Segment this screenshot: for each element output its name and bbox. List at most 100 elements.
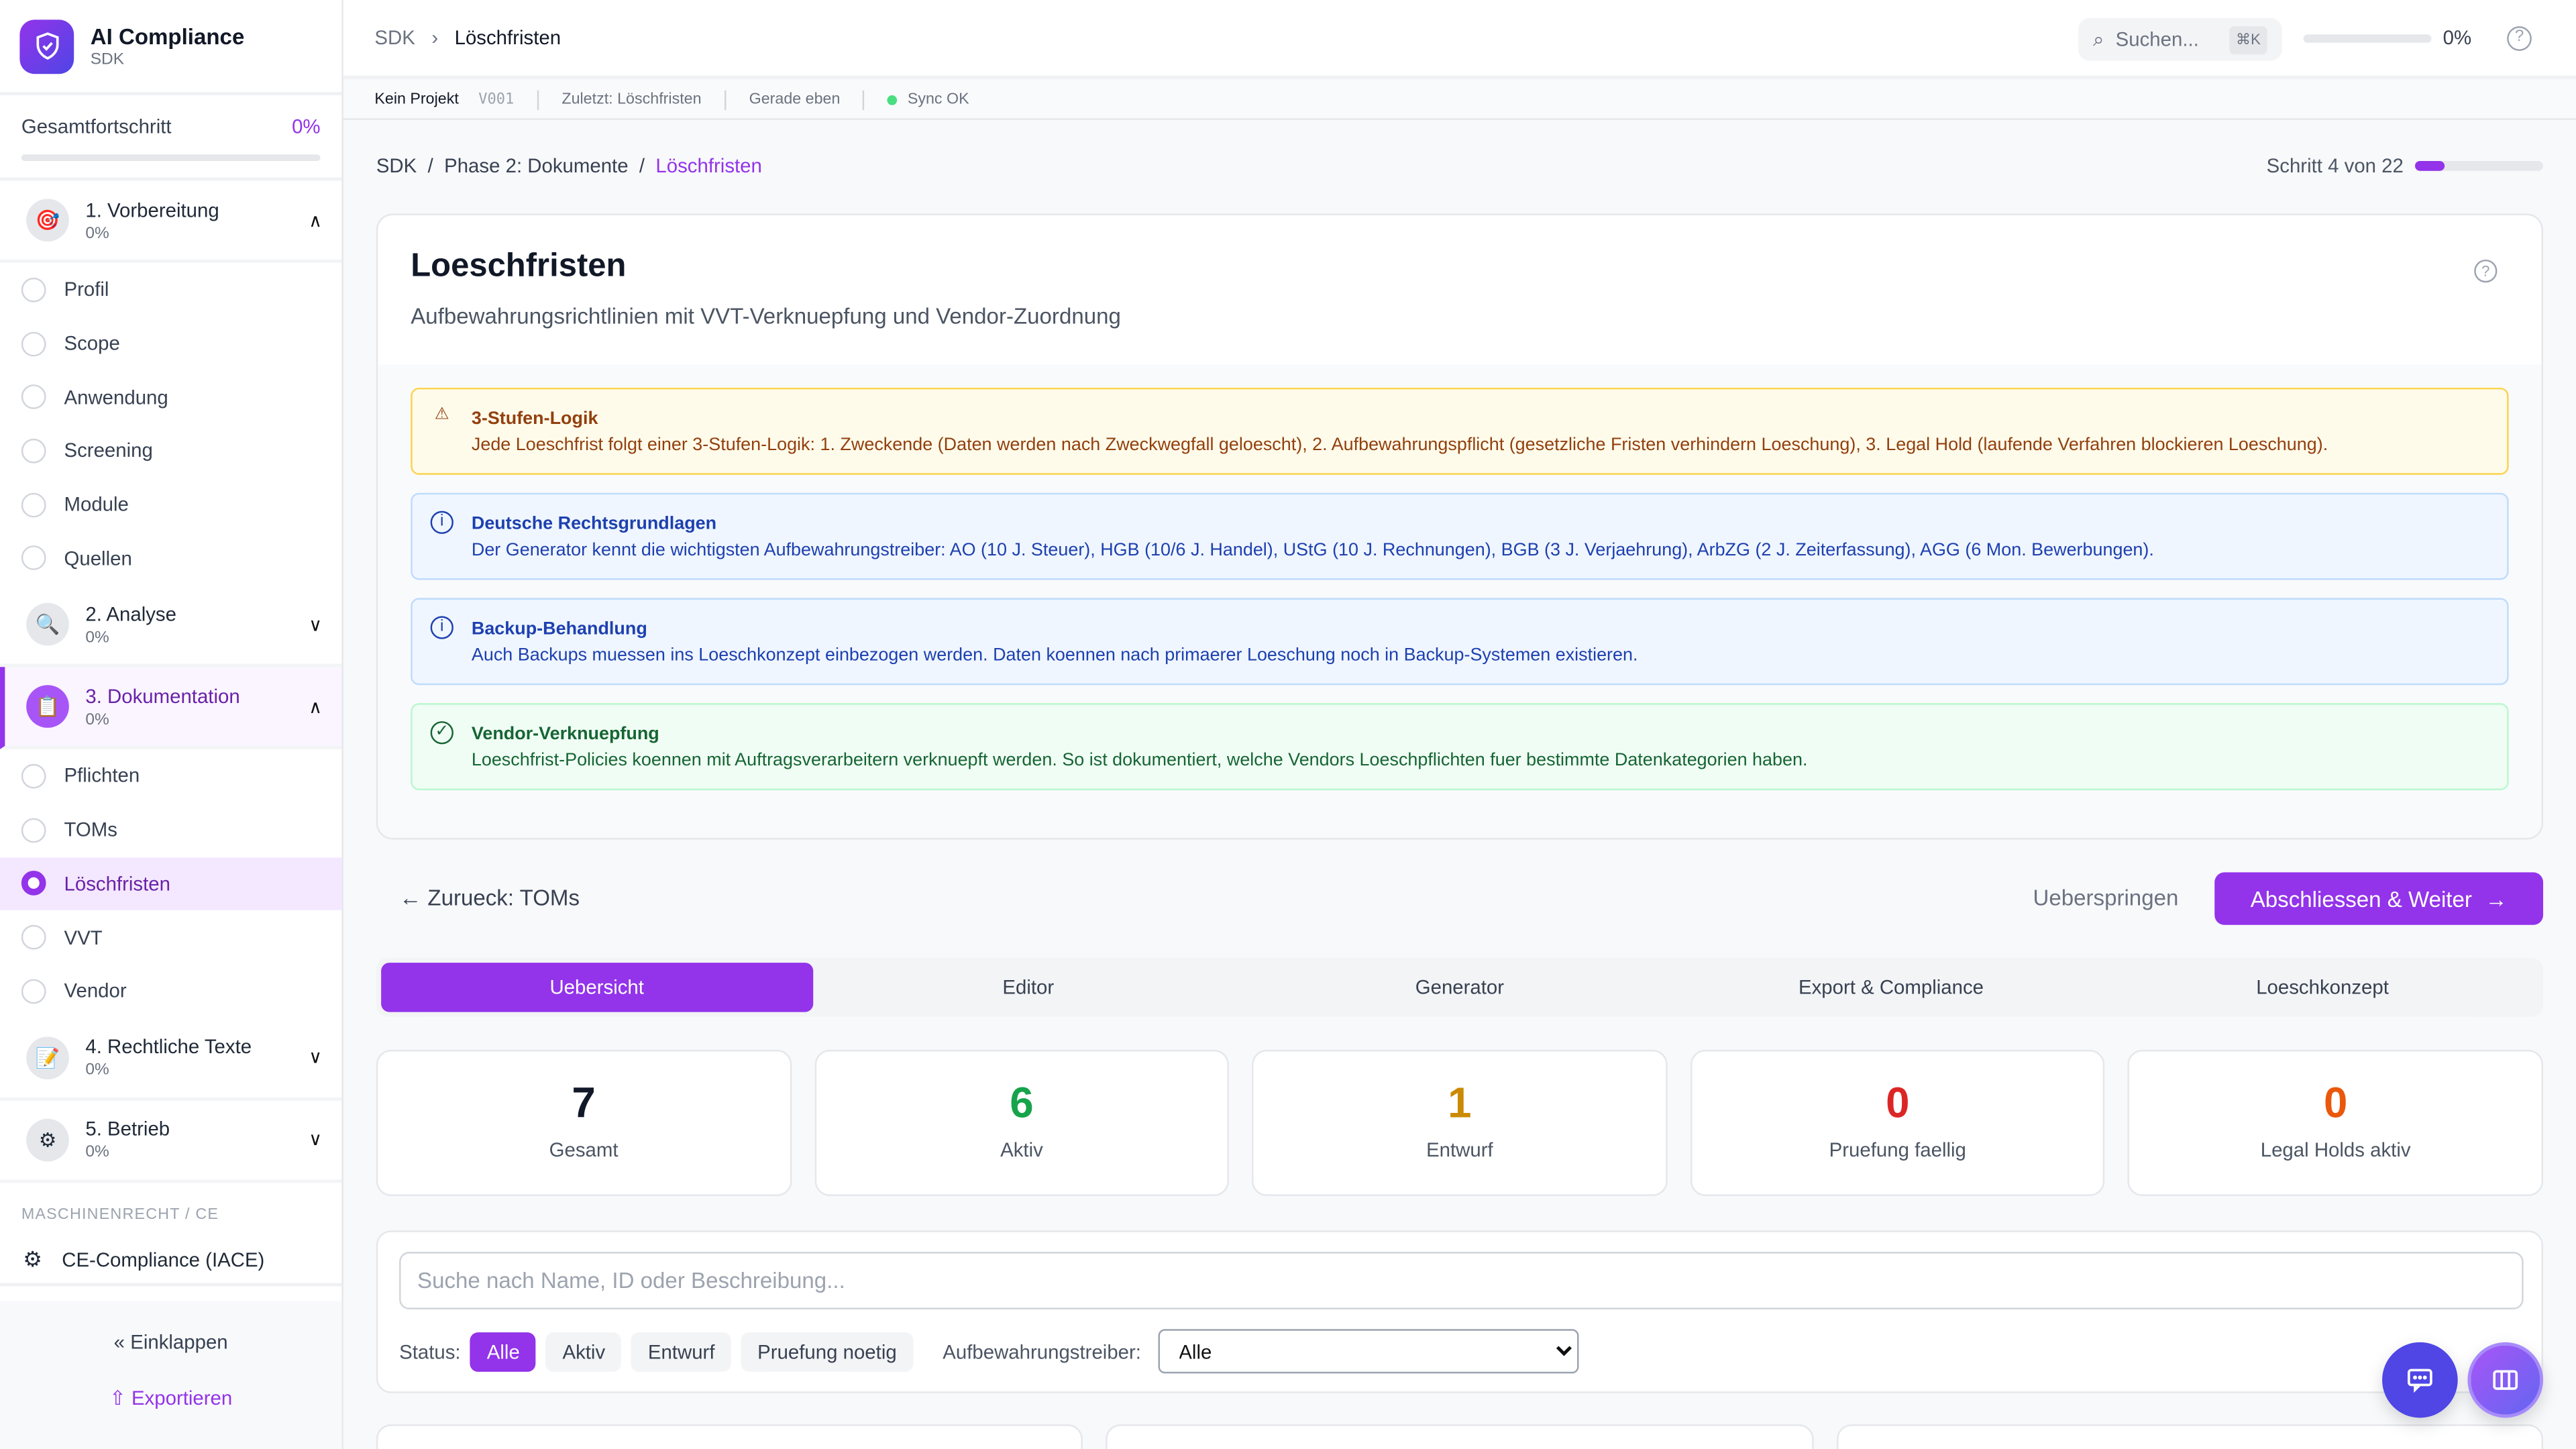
- breadcrumb-phase[interactable]: Phase 2: Dokumente: [444, 154, 629, 178]
- alert-text: Jede Loeschfrist folgt einer 3-Stufen-Lo…: [471, 435, 2328, 455]
- sidebar-item[interactable]: Scope: [0, 317, 341, 370]
- section-label: 3. Dokumentation: [85, 684, 240, 708]
- alert-title: Vendor-Verknuepfung: [471, 724, 659, 745]
- help-icon[interactable]: ?: [2507, 26, 2532, 51]
- sidebar-section-5[interactable]: ⚙ 5. Betrieb 0% ∨: [0, 1100, 342, 1183]
- search-input[interactable]: [399, 1252, 2524, 1309]
- stat-value: 7: [572, 1077, 596, 1128]
- collapse-button[interactable]: « Einklappen: [0, 1331, 341, 1354]
- breadcrumb: SDK / Phase 2: Dokumente / Löschfristen: [376, 154, 762, 178]
- stat-value: 0: [2323, 1077, 2348, 1128]
- back-label: Zurueck: TOMs: [427, 885, 580, 910]
- page-title: Loeschfristen: [411, 248, 627, 284]
- policy-card[interactable]: [1106, 1424, 1813, 1449]
- sidebar-item[interactable]: Löschfristen: [0, 857, 342, 911]
- clipboard-icon: 📋: [26, 685, 69, 729]
- columns-icon: [2493, 1370, 2518, 1390]
- sidebar-item-ce-compliance[interactable]: ⚙ CE-Compliance (IACE): [0, 1236, 342, 1286]
- back-button[interactable]: ← Zurueck: TOMs: [399, 885, 580, 910]
- chevron-up-icon[interactable]: ∧: [309, 211, 323, 231]
- policy-card[interactable]: [376, 1424, 1083, 1449]
- sidebar-item[interactable]: Module: [0, 478, 341, 531]
- stat-card: 0 Legal Holds aktiv: [2128, 1049, 2543, 1196]
- policy-cards: [376, 1424, 2544, 1449]
- sidebar-section-2[interactable]: 🔍 2. Analyse 0% ∨: [0, 585, 342, 667]
- sidebar-item[interactable]: Pflichten: [0, 749, 341, 803]
- chevron-down-icon[interactable]: ∨: [309, 615, 323, 635]
- chevron-up-icon[interactable]: ∧: [309, 697, 323, 718]
- sidebar-item[interactable]: VVT: [0, 910, 341, 964]
- complete-next-button[interactable]: Abschliessen & Weiter →: [2214, 872, 2544, 925]
- stat-card: 6 Aktiv: [814, 1049, 1230, 1196]
- section-progress: 0%: [85, 1061, 109, 1080]
- sidebar-item[interactable]: Profil: [0, 263, 341, 317]
- alert-success: ✓ Vendor-Verknuepfung Loeschfrist-Policies…: [411, 703, 2509, 790]
- step-indicator: Schritt 4 von 22: [2266, 154, 2544, 178]
- status-filter-chip[interactable]: Aktiv: [545, 1331, 622, 1371]
- success-icon: ✓: [430, 721, 453, 745]
- last-visited: Zuletzt: Löschfristen: [561, 90, 702, 109]
- section-progress: 0%: [85, 1143, 109, 1162]
- status-filter-chip[interactable]: Pruefung noetig: [741, 1331, 914, 1371]
- alert-title: 3-Stufen-Logik: [471, 409, 598, 429]
- chat-button[interactable]: [2382, 1342, 2458, 1418]
- app-title: AI Compliance: [90, 23, 245, 49]
- radio-icon: [21, 384, 46, 410]
- skip-button[interactable]: Ueberspringen: [2033, 885, 2179, 910]
- status-bar: Kein Projekt V001 Zuletzt: Löschfristen G…: [343, 80, 2576, 120]
- tab-0[interactable]: Uebersicht: [381, 963, 813, 1012]
- crumb-root[interactable]: SDK: [374, 26, 415, 50]
- stat-card: 7 Gesamt: [376, 1049, 792, 1196]
- sidebar-item[interactable]: Quellen: [0, 531, 341, 585]
- search-button[interactable]: ⌕ Suchen... ⌘K: [2078, 17, 2282, 61]
- chevron-down-icon[interactable]: ∨: [309, 1048, 323, 1069]
- top-bar: SDK › Löschfristen ⌕ Suchen... ⌘K 0% ?: [343, 0, 2576, 79]
- sidebar-item-label: TOMs: [64, 818, 117, 842]
- alert-title: Deutsche Rechtsgrundlagen: [471, 514, 717, 534]
- sidebar-item-label: Quellen: [64, 546, 132, 570]
- sidebar-item[interactable]: TOMs: [0, 803, 341, 857]
- alert-text: Der Generator kennt die wichtigsten Aufb…: [471, 540, 2154, 561]
- arrow-right-icon: →: [2485, 886, 2508, 911]
- radio-icon: [21, 438, 46, 464]
- sidebar-section-1[interactable]: 🎯 1. Vorbereitung 0% ∧: [0, 180, 342, 263]
- status-filter-chip[interactable]: Alle: [470, 1331, 537, 1371]
- export-button[interactable]: ⇧ Exportieren: [0, 1387, 341, 1409]
- policy-card[interactable]: [1836, 1424, 2544, 1449]
- stats-row: 7 Gesamt 6 Aktiv 1 Entwurf 0 Pruefung faellig 0 L…: [376, 1049, 2543, 1196]
- alert-info: i Backup-Behandlung Auch Backups muessen i…: [411, 598, 2509, 686]
- help-icon[interactable]: ?: [2474, 259, 2498, 283]
- header-progress-value: 0%: [2443, 26, 2472, 50]
- tab-4[interactable]: Loeschkonzept: [2256, 975, 2389, 999]
- chevron-down-icon[interactable]: ∨: [309, 1130, 323, 1150]
- step-label: Schritt 4 von 22: [2266, 154, 2404, 178]
- status-filter-chip[interactable]: Entwurf: [631, 1331, 731, 1371]
- step-navigation: ← Zurueck: TOMs Ueberspringen Abschliess…: [376, 872, 2544, 925]
- breadcrumb-root[interactable]: SDK: [376, 154, 417, 178]
- sidebar-section-3[interactable]: 📋 3. Dokumentation 0% ∧: [0, 667, 342, 750]
- tab-3[interactable]: Export & Compliance: [1798, 975, 1984, 999]
- upload-icon: ⇧: [109, 1386, 126, 1410]
- timestamp: Gerade eben: [749, 90, 841, 109]
- stat-value: 1: [1448, 1077, 1472, 1128]
- alerts: ⚠ 3-Stufen-Logik Jede Loeschfrist folgt ei…: [378, 364, 2542, 838]
- stat-value: 6: [1010, 1077, 1034, 1128]
- sidebar-item[interactable]: Screening: [0, 424, 341, 478]
- driver-select[interactable]: Alle: [1157, 1329, 1578, 1374]
- sidebar-item[interactable]: Vendor: [0, 964, 341, 1018]
- sidebar-section-4[interactable]: 📝 4. Rechtliche Texte 0% ∨: [0, 1018, 342, 1100]
- sidebar-item[interactable]: Anwendung: [0, 370, 341, 424]
- radio-icon: [21, 817, 46, 843]
- radio-icon: [21, 492, 46, 517]
- export-label: Exportieren: [131, 1386, 233, 1410]
- alert-text: Auch Backups muessen ins Loeschkonzept e…: [471, 645, 1638, 665]
- tab-2[interactable]: Generator: [1415, 975, 1505, 999]
- header-progress-bar: [2303, 34, 2432, 43]
- tab-1[interactable]: Editor: [1002, 975, 1055, 999]
- brand[interactable]: AI Compliance SDK: [0, 0, 342, 96]
- panel-toggle-button[interactable]: [2467, 1342, 2544, 1418]
- version: V001: [478, 91, 515, 108]
- stat-label: Entwurf: [1426, 1138, 1493, 1162]
- breadcrumb-current: Löschfristen: [655, 154, 762, 178]
- shortcut-badge: ⌘K: [2229, 25, 2267, 54]
